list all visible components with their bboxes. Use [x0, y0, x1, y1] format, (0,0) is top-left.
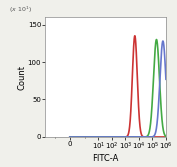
Text: $(x\ 10^1)$: $(x\ 10^1)$: [9, 4, 32, 15]
Y-axis label: Count: Count: [17, 64, 26, 90]
X-axis label: FITC-A: FITC-A: [92, 154, 119, 163]
